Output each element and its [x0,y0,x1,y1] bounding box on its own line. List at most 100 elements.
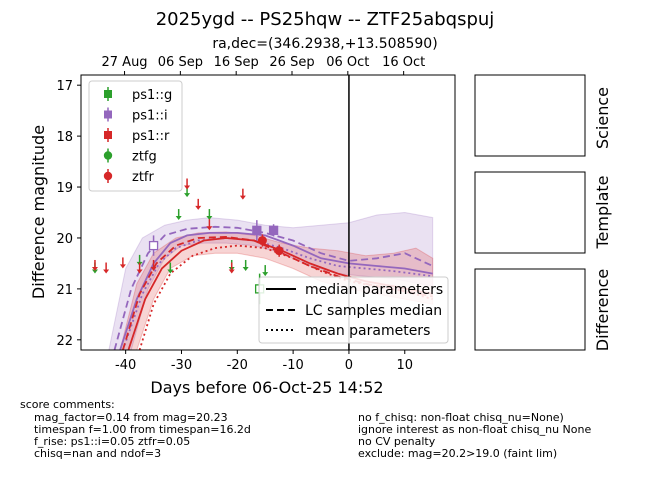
legend-circle-marker [103,151,113,160]
score-comment-right-1: no f_chisq: non-float chisq_nu=None) [358,411,564,424]
x-axis-label: Days before 06-Oct-25 14:52 [150,378,383,397]
i-median-curve [119,232,433,350]
top-tick-label: 06 Sep [158,55,203,70]
upper-limit-arrowhead [136,269,143,274]
detection-square [252,225,262,235]
detection-ztfr [274,244,284,257]
upper-limit-ztfr [239,188,246,200]
legend-label: ztfr [132,170,154,185]
difference-panel-label: Difference [593,269,612,351]
top-date-ticks: 27 Aug 06 Sep 16 Sep 26 Sep 06 Oct 16 Oct [102,55,425,75]
upper-limit-ztfr [206,219,213,231]
upper-limit-ztfr [119,257,126,269]
top-tick-label: 06 Oct [326,55,369,70]
legend-entry: ztfr [103,169,154,185]
legend-label: ztfg [132,150,157,165]
detection-ps1::i [252,220,262,241]
x-tick-label: -10 [283,358,304,373]
upper-limit-ztfr [150,259,157,271]
science-image-panel [474,74,586,157]
score-comment-left-3: f_rise: ps1::i=0.05 ztfr=0.05 [34,435,190,448]
score-comments: score comments: mag_factor=0.14 from mag… [20,398,591,460]
legend-label: ps1::g [132,88,172,103]
legend-median-label: median parameters [305,282,443,298]
top-tick-label: 16 Sep [214,55,259,70]
detection-ps1::i [268,224,279,237]
score-comment-left-1: mag_factor=0.14 from mag=20.23 [34,411,228,424]
upper-limit-ztfg [206,209,213,221]
legend-samples-label: LC samples median [305,303,442,319]
chart-subtitle: ra,dec=(346.2938,+13.508590) [212,36,437,52]
x-tick-label: -20 [227,358,248,373]
detection-square [148,240,159,251]
legend-square-marker [104,110,112,119]
i-band-uncertainty [108,211,434,350]
upper-limit-ztfr [228,262,235,274]
legend-square-marker [104,90,112,98]
legend-entry: ps1::r [104,128,170,144]
upper-limit-ztfg [167,262,174,274]
x-tick-label: 10 [396,358,413,373]
legend-entry: ps1::g [104,87,172,103]
y-axis-label: Difference magnitude [29,125,48,299]
y-tick-label: 17 [56,79,73,94]
upper-limit-arrowhead [242,266,249,271]
x-tick-label: -40 [115,358,136,373]
x-tick-label: -30 [171,358,192,373]
difference-image-panel [474,268,586,351]
upper-limit-arrowhead [262,272,269,277]
legend-label: ps1::r [132,129,170,144]
legend-bands-frame [88,80,183,192]
upper-limit-arrowhead [228,269,235,274]
upper-limit-arrowhead [184,193,191,198]
legend-circle-marker [103,171,113,181]
detection-ztfr [257,234,267,247]
legend-label: ps1::i [132,109,168,124]
science-panel-label: Science [593,87,612,149]
r-mean-curve [138,244,433,350]
y-tick-label: 22 [56,334,73,349]
upper-limit-arrowhead [239,195,246,200]
chart-title: 2025ygd -- PS25hqw -- ZTF25abqspuj [156,9,495,30]
legend-mean-label: mean parameters [305,323,430,339]
y-tick-label: 19 [56,181,73,196]
upper-limit-arrowhead [206,216,213,221]
upper-limit-ztfr [136,262,143,274]
legend-models-frame [258,276,449,344]
template-image-panel [474,171,586,254]
detection-circle [257,236,267,246]
upper-limit-arrowhead [91,266,98,271]
detection-square [268,225,279,235]
legend-entry: ztfg [103,148,157,165]
score-comment-left-4: chisq=nan and ndof=3 [34,447,161,460]
upper-limit-markers [91,178,269,277]
y-tick-label: 21 [56,283,73,298]
detection-circle [274,246,284,256]
upper-limit-ztfr [195,198,202,210]
upper-limit-ztfr [103,262,110,274]
score-comment-left-2: timespan f=1.00 from timespan=16.2d [34,423,251,436]
upper-limit-ztfg [175,209,182,221]
upper-limit-ztfg [262,265,269,277]
top-tick-label: 16 Oct [382,55,425,70]
plot-frame [80,74,456,351]
score-comment-right-3: no CV penalty [358,435,436,448]
upper-limit-arrowhead [103,269,110,274]
upper-limit-arrowhead [184,185,191,190]
y-tick-label: 18 [56,130,73,145]
x-axis-ticks: -40 -30 -20 -10 0 10 [115,350,413,373]
i-samples-curve [113,225,434,350]
detection-ps1::i [148,235,159,256]
top-tick-label: 27 Aug [102,55,148,70]
legend-square-marker [104,131,112,139]
legend-entry: ps1::i [104,107,168,124]
upper-limit-arrowhead [119,264,126,269]
y-tick-label: 20 [56,232,73,247]
upper-limit-arrowhead [206,226,213,231]
upper-limit-arrowhead [150,266,157,271]
upper-limit-ztfr [91,259,98,271]
score-comments-header: score comments: [20,398,115,411]
upper-limit-arrowhead [167,269,174,274]
